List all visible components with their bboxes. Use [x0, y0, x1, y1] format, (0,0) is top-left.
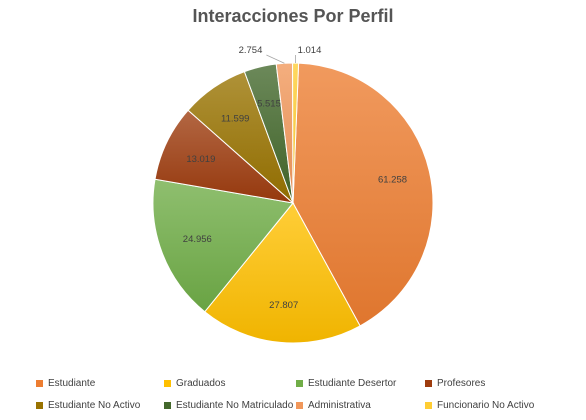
- legend-item-graduados: Graduados: [164, 378, 225, 389]
- legend-label: Graduados: [176, 378, 226, 389]
- legend-label: Funcionario No Activo: [437, 400, 535, 411]
- data-label-profesores: 13.019: [186, 154, 215, 165]
- data-label-estudiante-no-activo: 11.599: [221, 114, 249, 125]
- pie-slice-graduados: [204, 202, 361, 344]
- legend-item-administrativa: Administrativa: [296, 400, 371, 411]
- legend-label: Estudiante No Matriculado: [176, 400, 294, 411]
- legend-swatch: [164, 380, 171, 387]
- data-label-graduados: 27.807: [269, 300, 298, 311]
- chart-title: Interacciones Por Perfil: [192, 6, 394, 26]
- legend-label: Estudiante No Activo: [48, 400, 141, 411]
- legend-item-funcionario-no-activo: Funcionario No Activo: [425, 400, 534, 411]
- legend-swatch: [425, 402, 432, 409]
- data-label-estudiante: 61.258: [378, 175, 407, 186]
- data-label-administrativa: 2.754: [239, 45, 263, 56]
- legend-item-estudiante: Estudiante: [36, 378, 95, 389]
- legend-swatch: [164, 402, 171, 409]
- pie-slice-estudiante: [292, 62, 434, 327]
- legend-label: Profesores: [437, 378, 486, 389]
- legend-swatch: [36, 402, 43, 409]
- data-label-estudiante-desertor: 24.956: [183, 234, 212, 245]
- legend-label: Estudiante: [48, 378, 96, 389]
- data-label-estudiante-no-matriculado: 5.515: [257, 99, 281, 110]
- legend-item-estudiante-no-activo: Estudiante No Activo: [36, 400, 140, 411]
- legend-item-profesores: Profesores: [425, 378, 485, 389]
- pie-slice-estudiante-desertor: [152, 178, 294, 313]
- legend-label: Estudiante Desertor: [308, 378, 397, 389]
- legend-swatch: [425, 380, 432, 387]
- data-label-funcionario-no-activo: 1.014: [298, 45, 322, 56]
- legend-item-estudiante-desertor: Estudiante Desertor: [296, 378, 396, 389]
- legend-swatch: [296, 380, 303, 387]
- legend-item-estudiante-no-matriculado: Estudiante No Matriculado: [164, 400, 293, 411]
- leader-line: [266, 54, 285, 64]
- legend-swatch: [36, 380, 43, 387]
- pie-slice-funcionario-no-activo: [292, 62, 300, 204]
- legend-label: Administrativa: [308, 400, 371, 411]
- legend-swatch: [296, 402, 303, 409]
